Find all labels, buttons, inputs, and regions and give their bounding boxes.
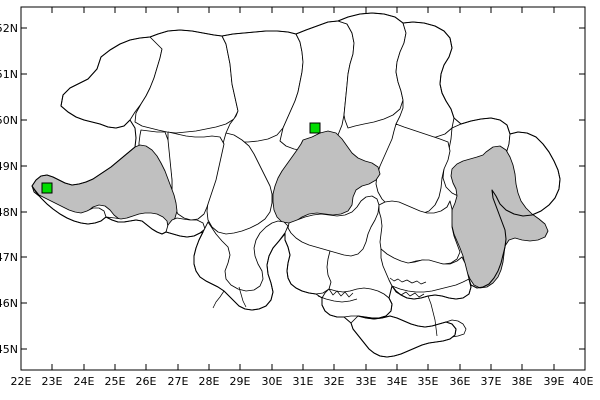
- dnipro-estuary: [328, 288, 354, 298]
- y-tick-labels: 52N 51N 50N 49N 48N 47N 46N 45N: [0, 22, 18, 356]
- x-tick-label: 22E: [11, 375, 32, 388]
- y-tick-label: 50N: [0, 114, 18, 127]
- y-tick-label: 45N: [0, 343, 18, 356]
- oblast-kherson[interactable]: [321, 287, 393, 319]
- x-tick-label: 32E: [324, 375, 345, 388]
- x-tick-label: 29E: [230, 375, 251, 388]
- oblast-kirovohrad[interactable]: [287, 195, 380, 257]
- x-tick-label: 38E: [512, 375, 533, 388]
- x-tick-label: 31E: [293, 375, 314, 388]
- coastline-detail: [212, 277, 470, 338]
- x-tick-label: 34E: [387, 375, 408, 388]
- y-tick-label: 51N: [0, 68, 18, 81]
- y-tick-label: 48N: [0, 206, 18, 219]
- country-outline-group: [31, 12, 561, 358]
- sivash-detail-1: [389, 277, 427, 285]
- x-tick-label: 23E: [42, 375, 63, 388]
- y-axis-ticks: [21, 27, 585, 350]
- site-marker-central[interactable]: [309, 122, 321, 134]
- kerch-peninsula: [445, 319, 467, 338]
- x-axis-ticks: [20, 7, 586, 370]
- y-tick-label: 52N: [0, 22, 18, 35]
- dnister-liman: [238, 286, 247, 308]
- oblast-cherkasy[interactable]: [272, 130, 381, 224]
- sivash-detail-2: [391, 285, 425, 298]
- y-tick-label: 47N: [0, 251, 18, 264]
- y-tick-label: 49N: [0, 160, 18, 173]
- oblast-donetsk[interactable]: [450, 145, 549, 289]
- x-tick-label: 27E: [168, 375, 189, 388]
- x-tick-label: 36E: [450, 375, 471, 388]
- x-tick-label: 26E: [136, 375, 157, 388]
- x-tick-label: 33E: [356, 375, 377, 388]
- x-tick-label: 39E: [544, 375, 565, 388]
- kinburn-spit: [317, 295, 358, 303]
- danube-delta: [212, 290, 225, 309]
- x-tick-label: 28E: [199, 375, 220, 388]
- x-tick-label: 24E: [74, 375, 95, 388]
- x-tick-labels: 22E 23E 24E 25E 26E 27E 28E 29E 30E 31E …: [11, 375, 594, 388]
- x-tick-label: 25E: [105, 375, 126, 388]
- x-tick-label: 30E: [262, 375, 283, 388]
- x-tick-label: 40E: [573, 375, 594, 388]
- azov-north-shore: [391, 278, 470, 293]
- country-border: [31, 12, 561, 358]
- oblast-dnipropetrovsk[interactable]: [378, 200, 461, 265]
- x-tick-label: 37E: [481, 375, 502, 388]
- x-tick-label: 35E: [418, 375, 439, 388]
- site-marker-west[interactable]: [41, 182, 53, 194]
- arabat-spit: [427, 295, 438, 337]
- y-tick-label: 46N: [0, 297, 18, 310]
- site-markers[interactable]: [41, 122, 321, 194]
